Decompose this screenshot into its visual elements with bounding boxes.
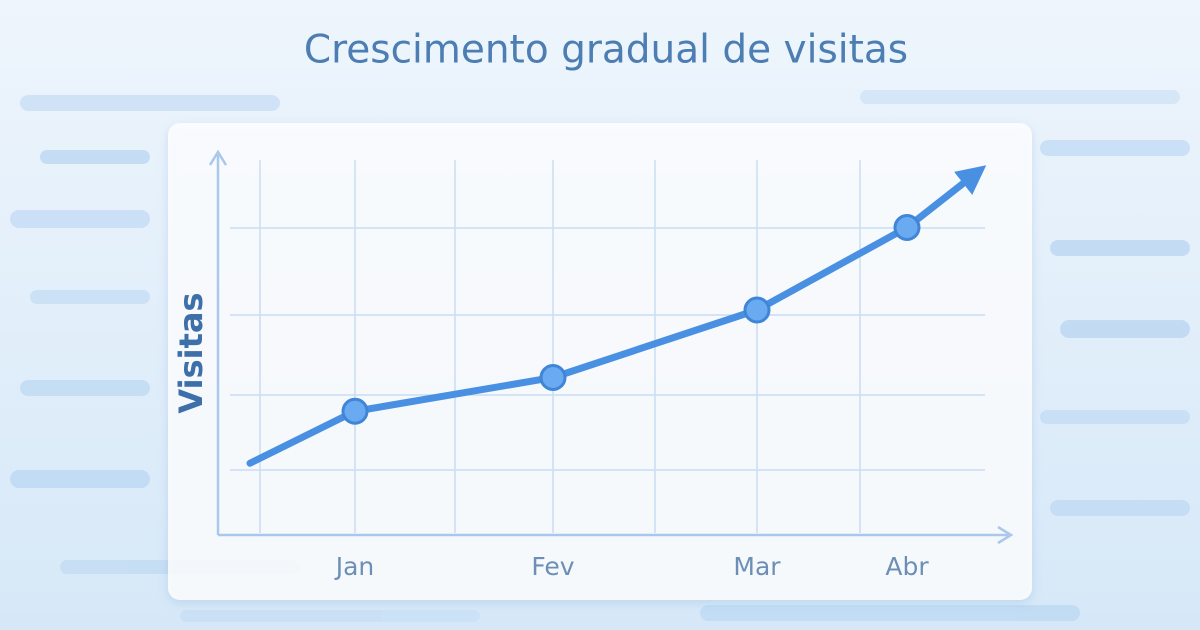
data-point (743, 296, 771, 324)
line-series (351, 224, 911, 415)
axes (208, 149, 1014, 545)
x-tick-label: Fev (531, 552, 574, 581)
chart-title: Crescimento gradual de visitas (304, 28, 908, 73)
data-point (893, 214, 921, 241)
grid (230, 160, 985, 533)
data-point (341, 397, 369, 425)
x-tick-label: Mar (733, 552, 781, 581)
x-tick-label: Abr (885, 552, 929, 581)
x-tick-label: Jan (334, 552, 375, 581)
data-point (539, 364, 567, 391)
trend-arrow (903, 165, 987, 231)
y-axis-label: Visitas (172, 292, 210, 413)
trend-lead (246, 407, 359, 467)
